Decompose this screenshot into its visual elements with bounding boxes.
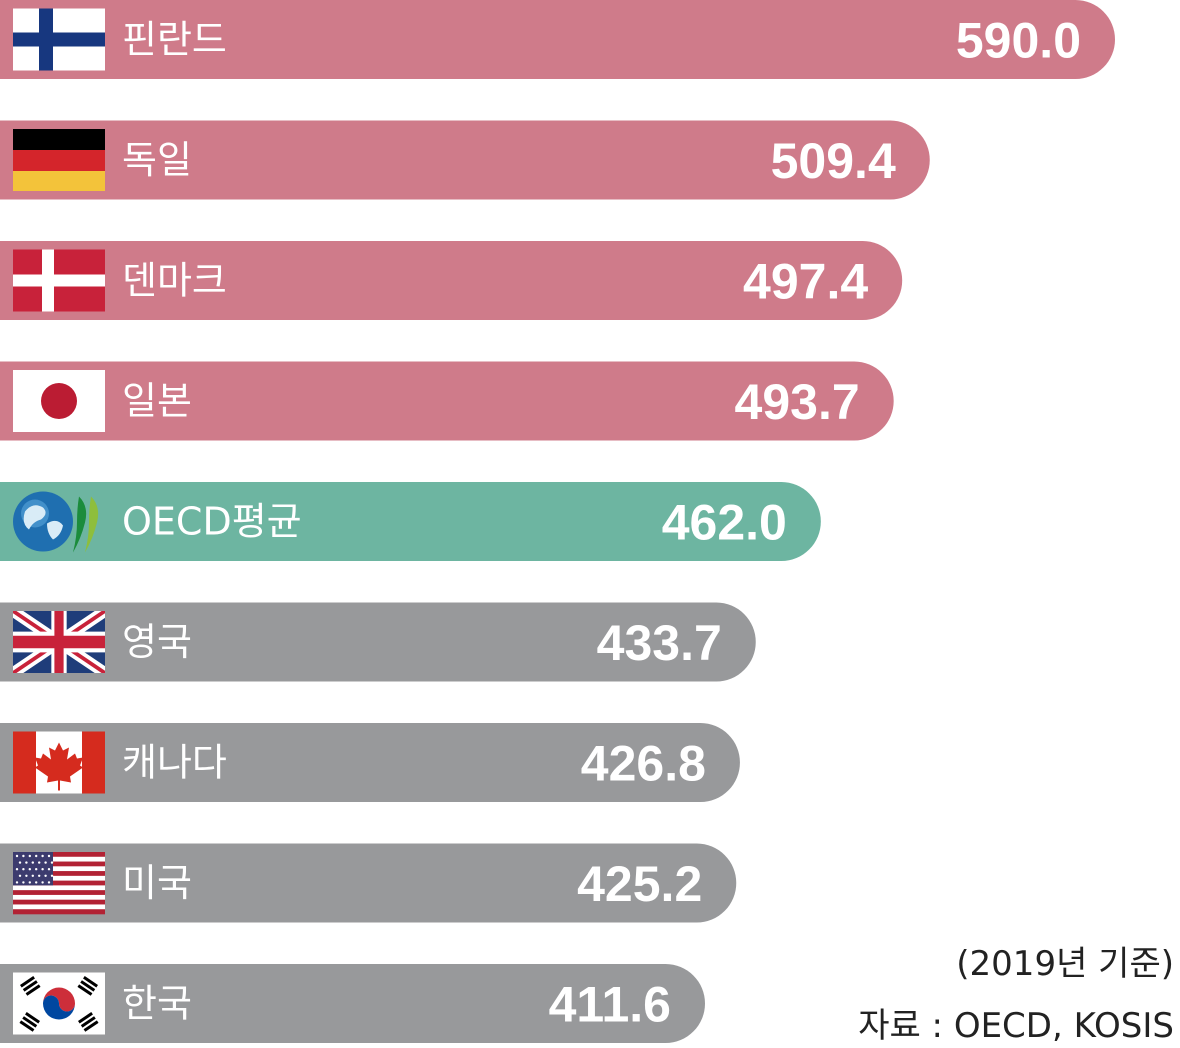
value-label: 411.6 <box>549 977 671 1033</box>
bar <box>0 120 930 200</box>
bar-row: 독일 509.4 <box>0 120 930 200</box>
japan-flag-icon <box>13 370 105 432</box>
value-label: 426.8 <box>581 736 706 792</box>
category-label: 독일 <box>122 138 192 182</box>
bar <box>0 0 1115 79</box>
value-label: 433.7 <box>597 615 722 671</box>
bar-row: 영국 433.7 <box>0 602 756 682</box>
category-label: 미국 <box>122 861 192 905</box>
category-label: 핀란드 <box>122 18 227 62</box>
bar <box>0 361 894 441</box>
bar <box>0 964 706 1043</box>
canada-flag-icon <box>13 731 105 794</box>
value-label: 497.4 <box>743 254 868 310</box>
korea-flag-icon <box>13 972 105 1035</box>
value-label: 462.0 <box>662 495 787 551</box>
category-label: 한국 <box>122 982 192 1026</box>
uk-flag-icon <box>13 611 105 673</box>
category-label: 덴마크 <box>122 259 227 303</box>
value-label: 425.2 <box>577 856 702 912</box>
bar <box>0 241 903 320</box>
usa-flag-icon <box>13 852 105 915</box>
oecd-logo-icon <box>13 491 99 553</box>
bar <box>0 723 740 803</box>
bar-row: 미국 425.2 <box>0 843 737 923</box>
germany-flag-icon <box>13 129 105 191</box>
bar <box>0 843 737 923</box>
bar-row: 덴마크 497.4 <box>0 241 903 320</box>
category-label: 캐나다 <box>122 741 227 785</box>
category-label: OECD평균 <box>122 500 302 544</box>
source-note: 자료 : OECD, KOSIS <box>858 1006 1174 1046</box>
denmark-flag-icon <box>13 249 105 312</box>
value-label: 590.0 <box>956 13 1081 69</box>
category-label: 영국 <box>122 620 192 664</box>
bar-row: OECD평균 462.0 <box>0 482 821 561</box>
bar-row: 일본 493.7 <box>0 361 894 441</box>
finland-flag-icon <box>13 8 105 71</box>
category-label: 일본 <box>122 379 192 423</box>
value-label: 509.4 <box>771 133 896 189</box>
value-label: 493.7 <box>735 374 860 430</box>
bar-row: 한국 411.6 <box>0 964 706 1043</box>
bar-row: 캐나다 426.8 <box>0 723 740 803</box>
bar <box>0 602 756 682</box>
bar <box>0 482 821 561</box>
bar-row: 핀란드 590.0 <box>0 0 1115 79</box>
base-year-note: (2019년 기준) <box>956 944 1174 984</box>
